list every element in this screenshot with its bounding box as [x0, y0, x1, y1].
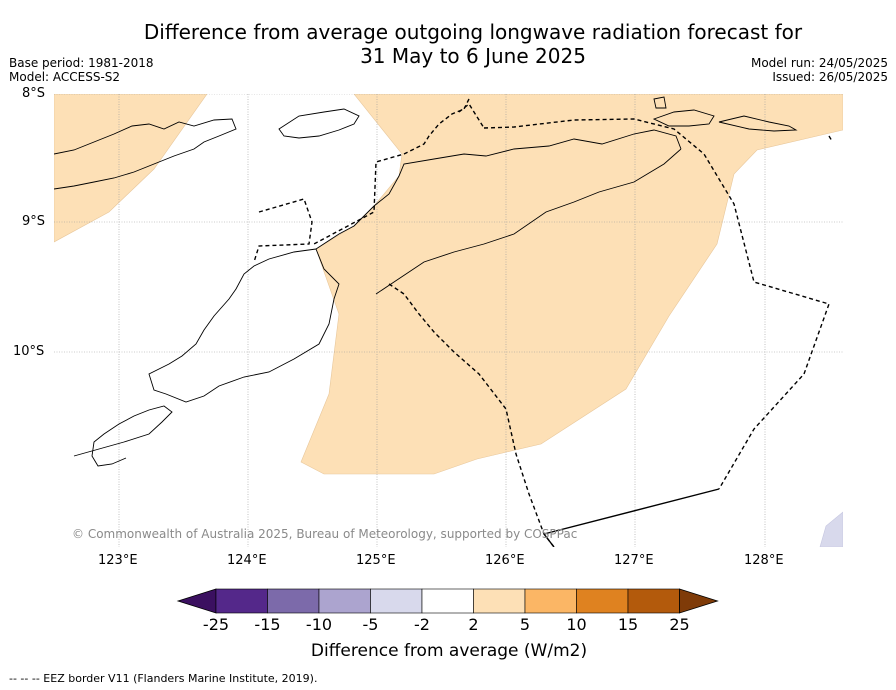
eez-border-se-segment: [543, 488, 720, 535]
lat-label-8s: 8°S: [22, 86, 46, 101]
coastlines: [54, 96, 798, 467]
model-run-text: Model run: 24/05/2025: [750, 56, 888, 70]
eez-border-west: [253, 198, 313, 263]
eez-border-solid: [543, 488, 720, 547]
map-svg: [54, 94, 843, 547]
anomaly-area-northwest: [54, 94, 208, 243]
colorbar-segment: [318, 588, 371, 614]
model-text: Model: ACCESS-S2: [9, 70, 121, 84]
colorbar-segment: [576, 588, 629, 614]
lon-label-124e: 124°E: [227, 553, 267, 568]
graticule: [54, 94, 843, 547]
colorbar-segments: [176, 588, 719, 614]
colorbar-tick-label: 15: [617, 615, 639, 634]
eez-border-east: [313, 98, 470, 245]
lon-label-123e: 123°E: [98, 553, 138, 568]
colorbar-segment: [421, 588, 474, 614]
eez-border-northeast: [828, 135, 833, 142]
eez-border: [253, 98, 833, 547]
sumba-island: [73, 405, 173, 467]
flores-island: [54, 118, 237, 190]
base-info: Base period: 1981-2018 Model: ACCESS-S2: [9, 56, 154, 84]
colorbar-segment: [215, 588, 268, 614]
issued-text: Issued: 26/05/2025: [772, 70, 888, 84]
colorbar-tick-label: 10: [566, 615, 587, 634]
island-small-2: [653, 96, 667, 109]
map-panel: [54, 94, 843, 547]
eez-border-corner: [543, 533, 555, 547]
colorbar: [176, 588, 719, 614]
lon-label-128e: 128°E: [744, 553, 784, 568]
colorbar-segment: [370, 588, 423, 614]
colorbar-tick-label: -5: [362, 615, 379, 634]
timor-west-coast: [148, 248, 340, 403]
lon-label-127e: 127°E: [614, 553, 654, 568]
colorbar-extend-low: [176, 588, 217, 614]
anomaly-area-main: [300, 94, 843, 475]
colorbar-tick-label: -25: [202, 615, 230, 634]
colorbar-segment: [267, 588, 320, 614]
lon-label-126e: 126°E: [485, 553, 525, 568]
alor-island: [278, 108, 360, 139]
title-line-2: 31 May to 6 June 2025: [360, 44, 586, 68]
eez-legend-footnote: -- -- -- EEZ border V11 (Flanders Marine…: [9, 672, 318, 685]
colorbar-tick-label: -15: [254, 615, 281, 634]
colorbar-tick-label: -10: [305, 615, 333, 634]
colorbar-segment: [627, 588, 680, 614]
wetar-island: [652, 109, 715, 127]
colorbar-segment: [473, 588, 526, 614]
lon-label-125e: 125°E: [356, 553, 396, 568]
chart-title: Difference from average outgoing longwav…: [0, 20, 896, 68]
colorbar-tick-label: -2: [414, 615, 430, 634]
lat-label-10s: 10°S: [13, 344, 45, 359]
eez-border-top: [458, 102, 485, 129]
colorbar-tick-label: 5: [519, 615, 531, 634]
colorbar-extend-high: [679, 588, 719, 614]
anomaly-area-southeast: [819, 511, 843, 547]
copyright-text: © Commonwealth of Australia 2025, Bureau…: [72, 527, 578, 541]
island-small-1: [718, 115, 798, 132]
colorbar-segment: [524, 588, 577, 614]
colorbar-tick-label: 25: [669, 615, 690, 634]
eez-border-south: [388, 283, 555, 547]
run-info: Model run: 24/05/2025 Issued: 26/05/2025: [751, 56, 888, 84]
colorbar-label-text: Difference from average (W/m2): [310, 641, 588, 661]
colorbar-label: Difference from average (W/m2): [0, 641, 896, 661]
colorbar-tick-label: 2: [468, 615, 479, 634]
timor-south-coast: [375, 148, 682, 295]
timor-north-coast: [315, 129, 682, 250]
eez-border-loop: [483, 118, 830, 490]
lat-label-9s: 9°S: [22, 214, 46, 229]
title-line-1: Difference from average outgoing longwav…: [143, 20, 803, 44]
base-period-text: Base period: 1981-2018: [9, 56, 154, 70]
